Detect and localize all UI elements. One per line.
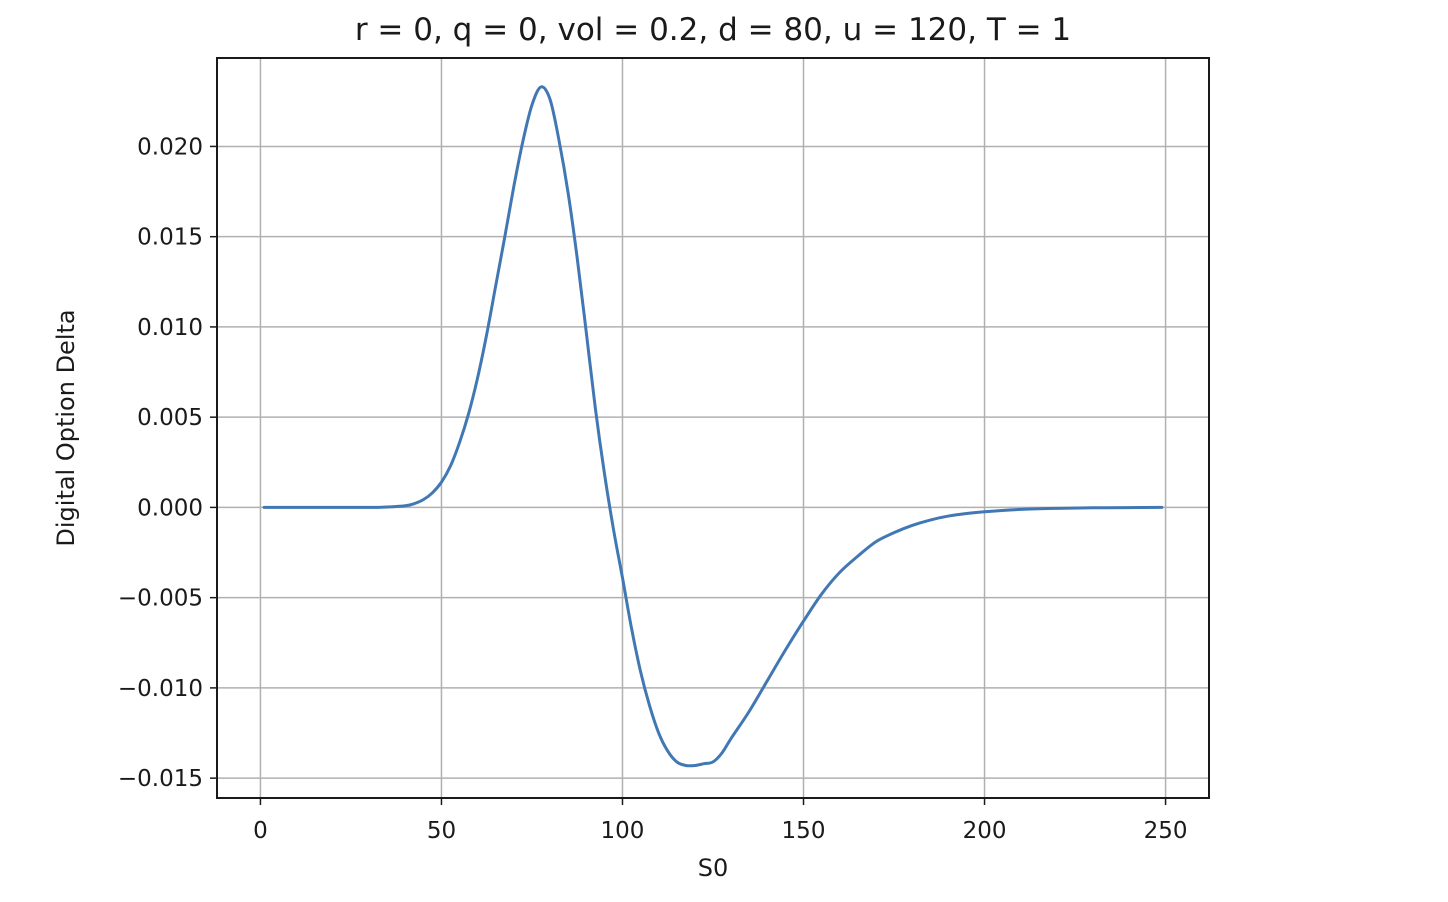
series-lines <box>262 85 1164 768</box>
series-line <box>262 85 1164 768</box>
y-axis-label: Digital Option Delta <box>52 309 80 546</box>
y-tick-label: −0.015 <box>118 766 203 792</box>
y-tick-label: −0.010 <box>118 676 203 702</box>
x-tick-label: 100 <box>601 818 645 844</box>
x-tick-label: 50 <box>427 818 456 844</box>
y-axis-ticks: −0.015 −0.010 −0.005 0.000 0.005 0.010 0.015 0.… <box>118 134 217 792</box>
chart-title: r = 0, q = 0, vol = 0.2, d = 80, u = 120… <box>355 12 1071 48</box>
y-tick-label: 0.015 <box>137 225 203 251</box>
y-tick-label: 0.010 <box>137 315 203 341</box>
y-tick-label: −0.005 <box>118 586 203 612</box>
x-tick-label: 250 <box>1144 818 1188 844</box>
x-axis-ticks: 0 50 100 150 200 250 <box>253 798 1188 844</box>
x-tick-label: 200 <box>963 818 1007 844</box>
y-tick-label: 0.000 <box>137 495 203 521</box>
y-tick-label: 0.020 <box>137 134 203 160</box>
x-tick-label: 0 <box>253 818 268 844</box>
y-tick-label: 0.005 <box>137 405 203 431</box>
x-axis-label: S0 <box>698 854 729 882</box>
plot-frame <box>216 57 1210 799</box>
x-tick-label: 150 <box>782 818 826 844</box>
